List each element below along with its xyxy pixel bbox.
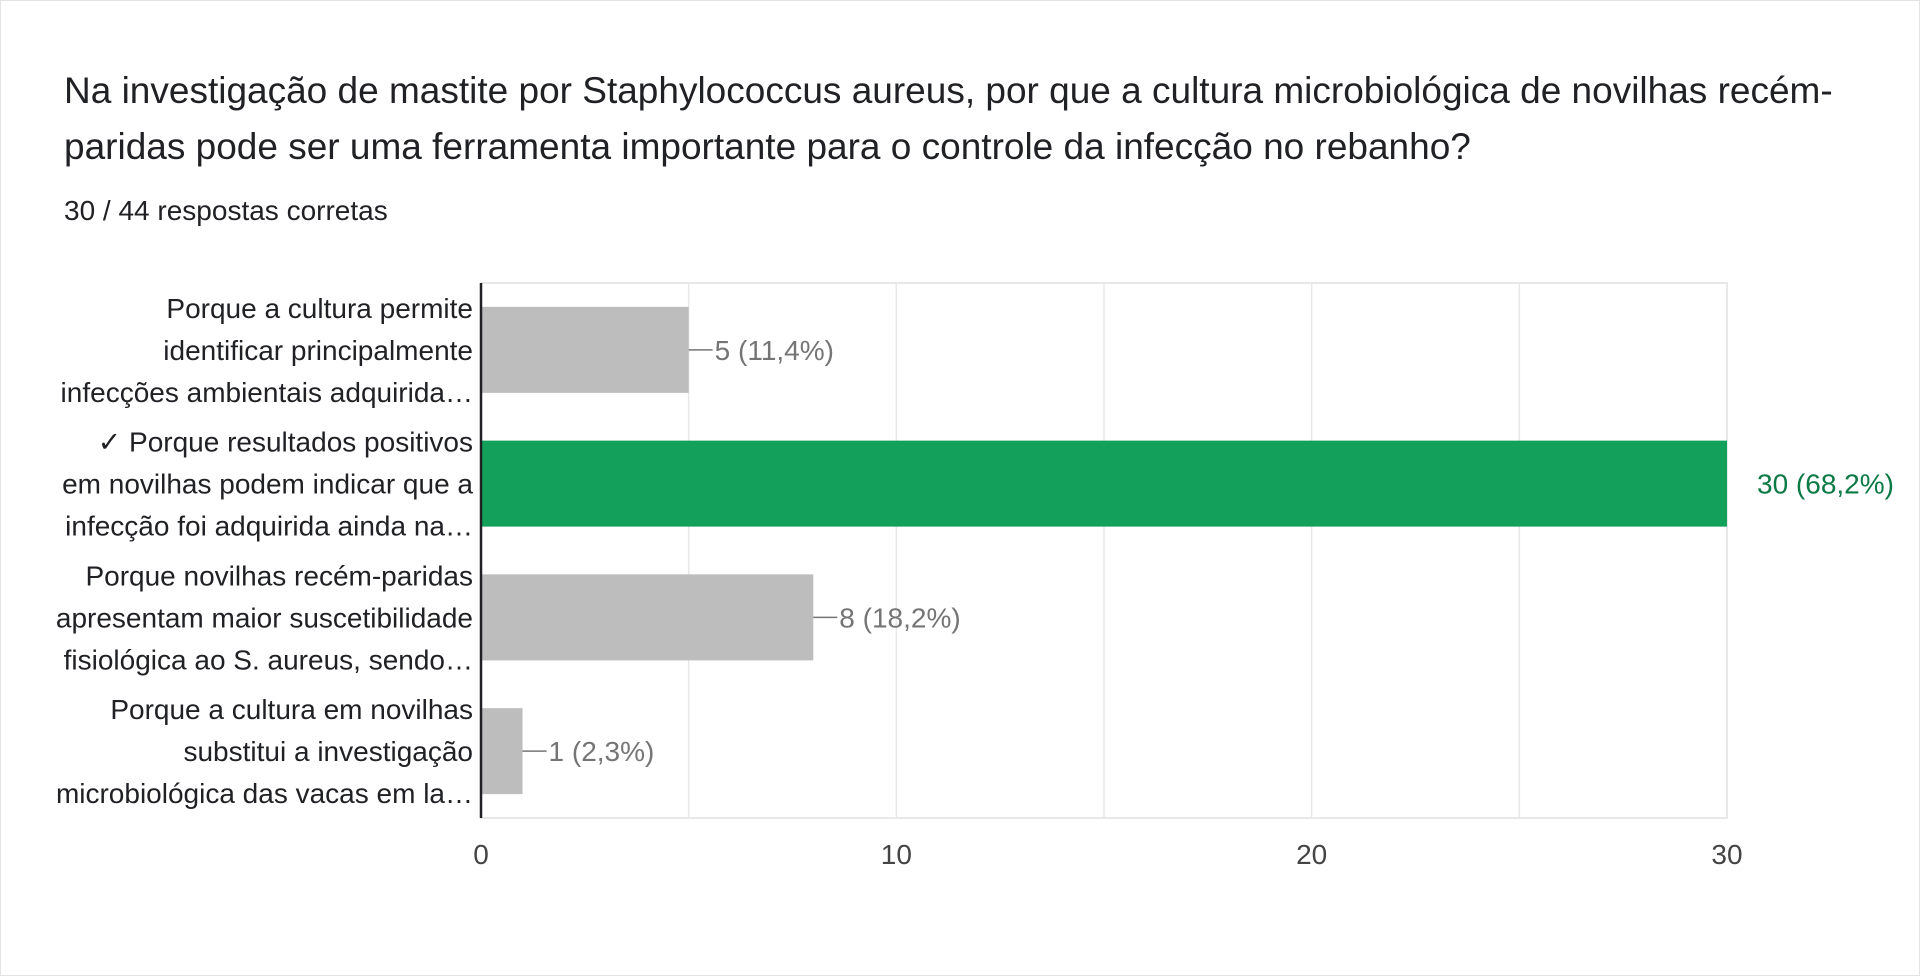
category-label: substitui a investigação [183,736,473,767]
category-label: apresentam maior suscetibilidade [56,602,473,633]
x-tick-label: 10 [881,839,912,870]
data-label: 30 (68,2%) [1757,469,1894,500]
data-label: 5 (11,4%) [715,335,834,366]
question-title: Na investigação de mastite por Staphyloc… [64,70,1833,167]
x-tick-label: 30 [1711,839,1742,870]
x-tick-label: 0 [473,839,489,870]
category-label: ✓ Porque resultados positivos [98,427,473,458]
category-label: fisiológica ao S. aureus, sendo… [64,644,473,675]
bar [481,574,814,661]
category-label: Porque novilhas recém-paridas [85,560,473,591]
category-label: Porque a cultura permite [166,293,473,324]
bar [481,440,1727,527]
bar [481,708,523,795]
category-label: Porque a cultura em novilhas [110,694,473,725]
category-label: microbiológica das vacas em la… [56,778,473,809]
category-label: infecção foi adquirida ainda na… [65,511,473,542]
data-label: 1 (2,3%) [549,736,655,767]
data-label: 8 (18,2%) [839,602,960,633]
score-summary: 30 / 44 respostas corretas [64,195,388,226]
category-label: identificar principalmente [163,335,473,366]
category-label: em novilhas podem indicar que a [62,469,473,500]
category-label: infecções ambientais adquirida… [61,377,473,408]
bar [481,306,689,393]
x-tick-label: 20 [1296,839,1327,870]
